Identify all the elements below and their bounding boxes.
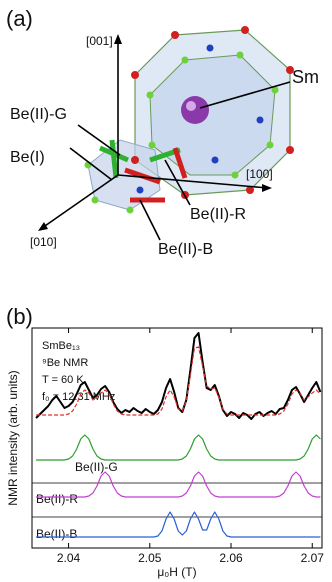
crystal-structure: [38, 26, 294, 241]
annotation: T = 60 K: [42, 374, 84, 386]
series-label: Be(II)-B: [36, 527, 77, 541]
panel-label: (a): [6, 6, 33, 31]
panel-label: (b): [6, 304, 33, 329]
x-tick-label: 2.05: [138, 551, 162, 565]
annotation: ⁹Be NMR: [42, 357, 88, 369]
x-tick-label: 2.07: [301, 551, 325, 565]
axis-label: [100]: [246, 167, 273, 181]
series-line: [36, 346, 321, 416]
x-tick-label: 2.06: [219, 551, 243, 565]
plot-frame: [31, 327, 323, 549]
series-label: Be(II)-R: [36, 492, 78, 506]
atom-label: Be(II)-R: [190, 206, 246, 223]
x-axis-label: μ₀H (T): [157, 565, 196, 579]
series-line: [36, 471, 321, 498]
axis-label: [001]: [86, 34, 113, 48]
y-axis-label: NMR intensity (arb. units): [6, 370, 20, 505]
annotation: f₀ = 12.31 MHz: [42, 391, 115, 403]
axis-label: [010]: [30, 235, 57, 249]
series-line: [36, 511, 321, 538]
series-label: Be(II)-G: [75, 460, 118, 474]
series-line: [36, 434, 321, 461]
atom-label: Sm: [292, 67, 319, 87]
atom-label: Be(II)-G: [10, 106, 67, 123]
atom-label: Be(I): [10, 149, 45, 166]
annotation: SmBe₁₃: [42, 340, 80, 352]
atom-label: Be(II)-B: [158, 241, 213, 258]
x-tick-label: 2.04: [57, 551, 81, 565]
